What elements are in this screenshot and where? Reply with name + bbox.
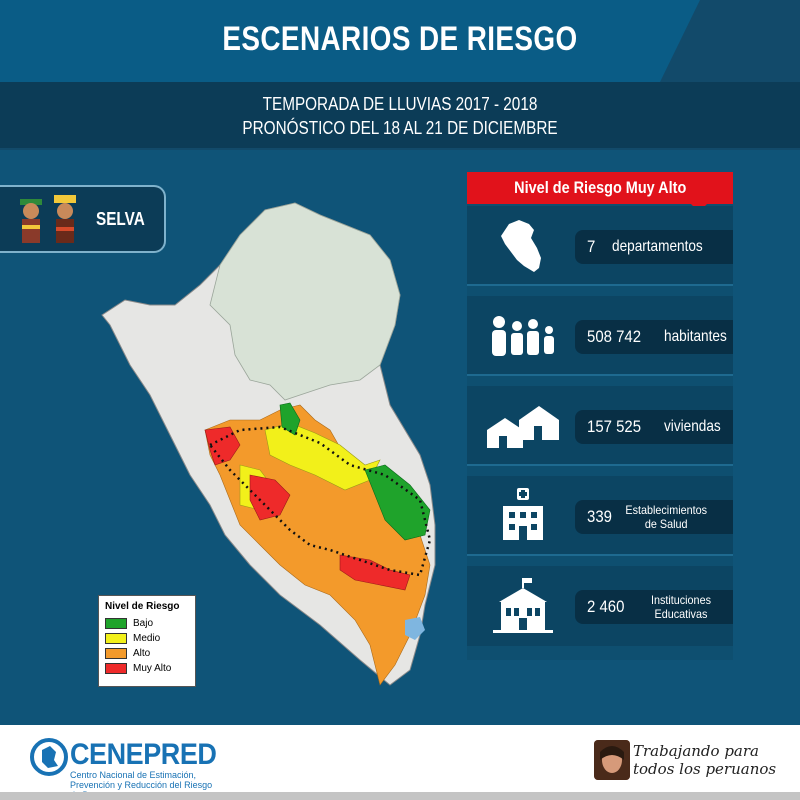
subtitle-line-1: TEMPORADA DE LLUVIAS 2017 - 2018 — [262, 94, 538, 114]
stat-row-salud: 339 Establecimientos de Salud — [467, 476, 733, 556]
stat-unit: viviendas — [664, 418, 722, 435]
stat-row-educativas: 2 460 Instituciones Educativas — [467, 566, 733, 646]
subtitle-band — [0, 82, 800, 148]
region-label: SELVA — [96, 208, 145, 229]
risk-bajo-zone — [279, 402, 301, 436]
stat-unit: habitantes — [664, 328, 728, 345]
stat-row-habitantes: 508 742 habitantes — [467, 296, 733, 376]
legend-item-medio: Medio — [105, 631, 189, 646]
houses-icon — [487, 406, 559, 448]
stat-row-viviendas: 157 525 viviendas — [467, 386, 733, 466]
stat-number: 339 — [587, 507, 612, 526]
hospital-icon — [503, 488, 543, 540]
risk-muy-alto-zone — [204, 426, 241, 466]
map-legend: Nivel de Riesgo Bajo Medio Alto Muy Alto — [98, 595, 196, 687]
legend-label: Bajo — [133, 618, 154, 629]
population-icon — [492, 316, 554, 356]
footer — [0, 725, 800, 800]
stat-unit: Establecimientos de Salud — [625, 503, 708, 531]
school-icon — [493, 578, 553, 633]
legend-title: Nivel de Riesgo — [105, 601, 180, 612]
cenepred-logo-icon — [30, 738, 68, 776]
stat-number: 2 460 — [587, 597, 625, 616]
region-badge: SELVA — [0, 185, 166, 253]
person-photo — [594, 740, 630, 780]
legend-swatch-alto — [105, 648, 127, 659]
risk-muy-alto-zone-2 — [249, 474, 291, 521]
stat-value-box: 7 departamentos — [575, 230, 733, 264]
stat-number: 7 — [587, 237, 596, 256]
lake-titicaca — [405, 617, 425, 640]
stat-value-box: 508 742 habitantes — [575, 320, 733, 354]
legend-label: Alto — [133, 648, 151, 659]
legend-swatch-muy-alto — [105, 663, 127, 674]
stat-number: 508 742 — [587, 327, 642, 346]
amazon-natives-icon — [20, 195, 76, 243]
stat-number: 157 525 — [587, 417, 642, 436]
stat-row-departamentos: 7 departamentos — [467, 206, 733, 286]
selva-boundary — [208, 425, 432, 577]
bottom-bar — [0, 792, 800, 800]
cenepred-logo: CENEPRED — [70, 738, 217, 771]
legend-swatch-bajo — [105, 618, 127, 629]
motto: Trabajando para todos los peruanos — [633, 742, 777, 778]
peru-map-icon — [501, 220, 541, 272]
title-band — [0, 0, 700, 82]
legend-label: Muy Alto — [133, 663, 172, 674]
page-subtitle: TEMPORADA DE LLUVIAS 2017 - 2018 PRONÓST… — [60, 92, 740, 140]
subtitle-line-2: PRONÓSTICO DEL 18 AL 21 DE DICIEMBRE — [242, 118, 558, 138]
stat-unit: Instituciones Educativas — [650, 593, 711, 621]
legend-item-muy-alto: Muy Alto — [105, 661, 189, 676]
legend-swatch-medio — [105, 633, 127, 644]
legend-label: Medio — [133, 633, 161, 644]
page-title: ESCENARIOS DE RIESGO — [222, 20, 578, 58]
stats-panel-title: Nivel de Riesgo Muy Alto — [513, 178, 687, 197]
risk-muy-alto-zone-3 — [339, 554, 411, 591]
stat-value-box: 2 460 Instituciones Educativas — [575, 590, 733, 624]
risk-bajo-zone-2 — [364, 464, 431, 541]
peru-risk-map — [101, 202, 436, 686]
loreto-region — [209, 202, 401, 401]
stat-value-box: 157 525 viviendas — [575, 410, 733, 444]
stat-unit: departamentos — [612, 238, 704, 255]
stats-panel-header: Nivel de Riesgo Muy Alto — [467, 172, 733, 204]
legend-item-alto: Alto — [105, 646, 189, 661]
stat-value-box: 339 Establecimientos de Salud — [575, 500, 733, 534]
legend-item-bajo: Bajo — [105, 616, 189, 631]
